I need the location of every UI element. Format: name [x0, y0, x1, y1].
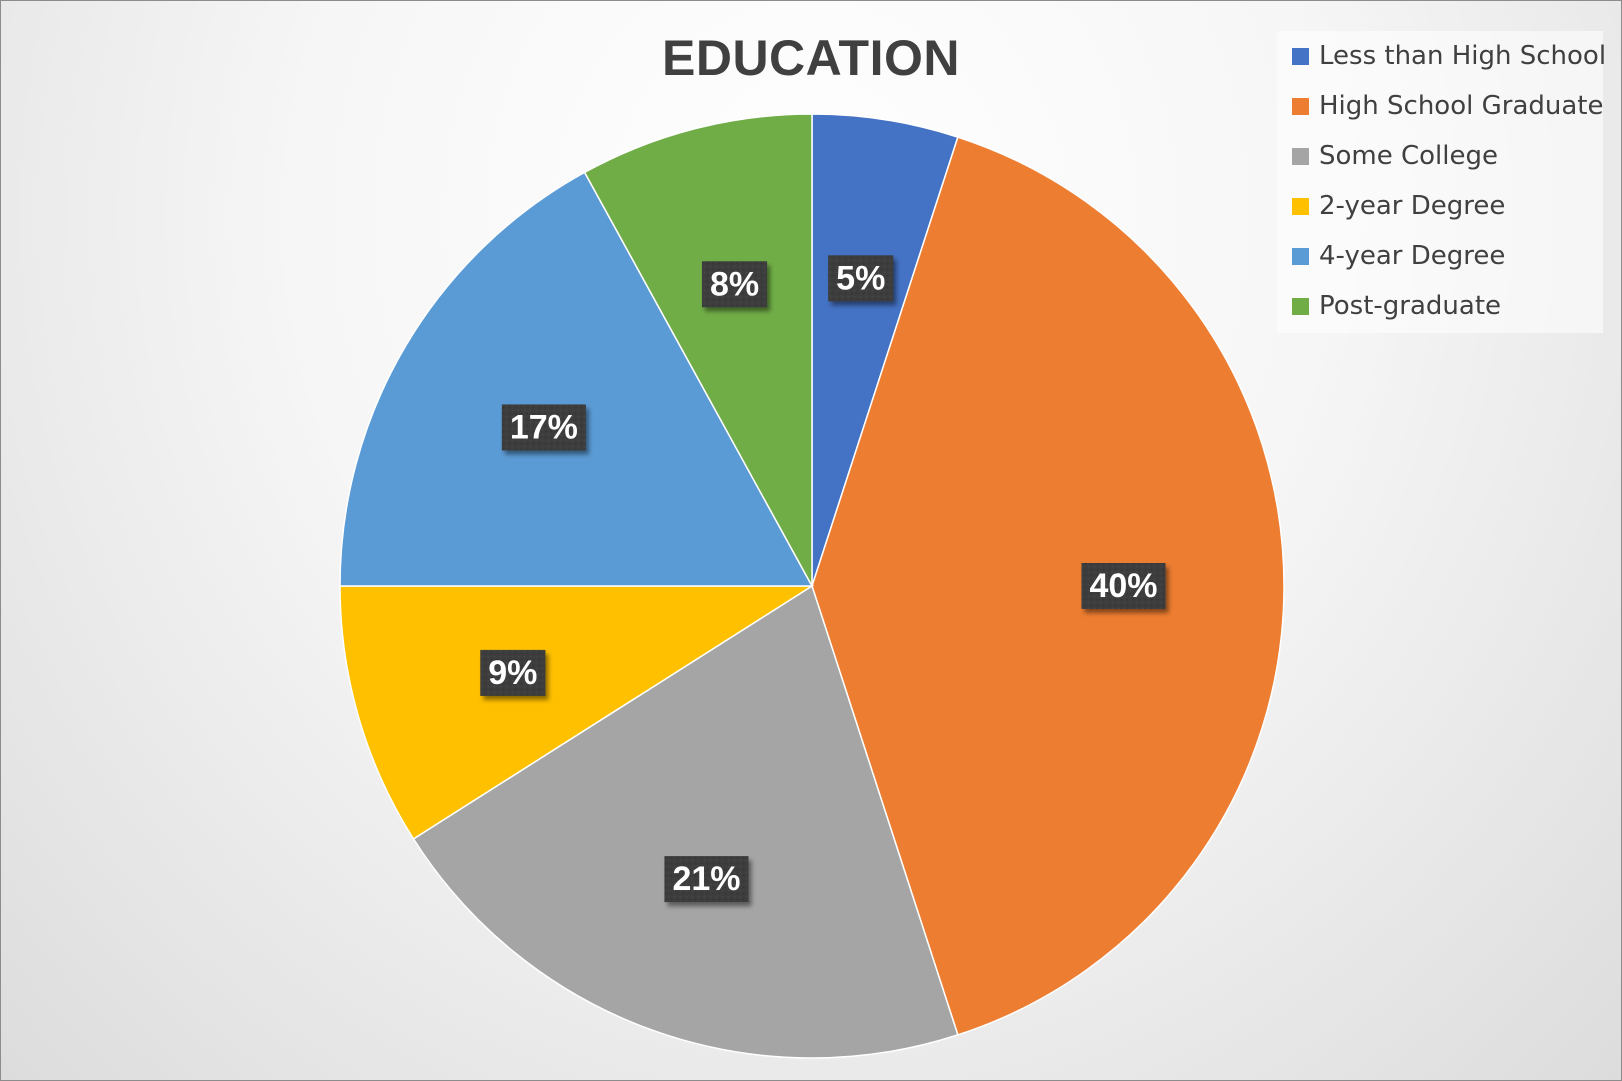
- pie-slice-4-year-degree: [339, 171, 814, 587]
- data-label-text: 21%: [672, 860, 740, 898]
- pie-slice-some-college: [412, 584, 959, 1059]
- data-label: 21%: [664, 856, 749, 903]
- legend-swatch: [1292, 147, 1309, 165]
- legend-item: Post-graduate: [1292, 291, 1501, 321]
- legend-label: Post-graduate: [1319, 291, 1502, 321]
- legend-swatch: [1292, 247, 1309, 265]
- data-label: 17%: [501, 404, 586, 451]
- data-label: 40%: [1081, 563, 1166, 609]
- data-label-text: 8%: [710, 265, 759, 303]
- pie-slice-less-than-high-school: [811, 113, 959, 587]
- data-label-text: 9%: [488, 654, 537, 692]
- data-label-text: 5%: [836, 259, 885, 297]
- data-label-text: 40%: [1089, 567, 1157, 605]
- data-label-box: [480, 649, 546, 696]
- legend-swatch: [1292, 47, 1309, 65]
- data-label: 8%: [701, 261, 768, 308]
- legend-label: 4-year Degree: [1319, 241, 1506, 271]
- legend-item: Some College: [1292, 141, 1498, 171]
- legend-label: 2-year Degree: [1319, 191, 1506, 221]
- data-labels-group: 5% 40% 21% 9% 17% 8%: [480, 255, 1166, 903]
- data-label: 9%: [480, 649, 546, 696]
- legend-item: Less than High School: [1292, 41, 1606, 71]
- legend-label: Less than High School: [1319, 41, 1607, 71]
- legend-swatch: [1292, 297, 1309, 315]
- legend-item: 4-year Degree: [1292, 241, 1505, 271]
- data-label-box: [828, 255, 894, 302]
- legend-item: 2-year Degree: [1292, 191, 1505, 221]
- legend-swatch: [1292, 97, 1309, 115]
- slices-group: [339, 113, 1285, 1059]
- legend: Less than High School High School Graduat…: [1277, 31, 1606, 333]
- data-label-box: [701, 261, 768, 308]
- chart-title: EDUCATION: [661, 30, 960, 86]
- legend-item: High School Graduate: [1292, 91, 1603, 121]
- pie-slice-2-year-degree: [339, 585, 815, 840]
- legend-label: High School Graduate: [1319, 91, 1604, 121]
- data-label-box: [501, 404, 586, 451]
- pie-slice-high-school-graduate: [811, 136, 1285, 1036]
- data-label: 5%: [828, 255, 894, 302]
- data-label-text: 17%: [510, 408, 578, 446]
- pie-slice-post-graduate: [583, 113, 813, 587]
- legend-swatch: [1292, 197, 1309, 215]
- data-label-box: [664, 856, 749, 903]
- legend-label: Some College: [1319, 141, 1499, 171]
- data-label-box: [1081, 563, 1166, 609]
